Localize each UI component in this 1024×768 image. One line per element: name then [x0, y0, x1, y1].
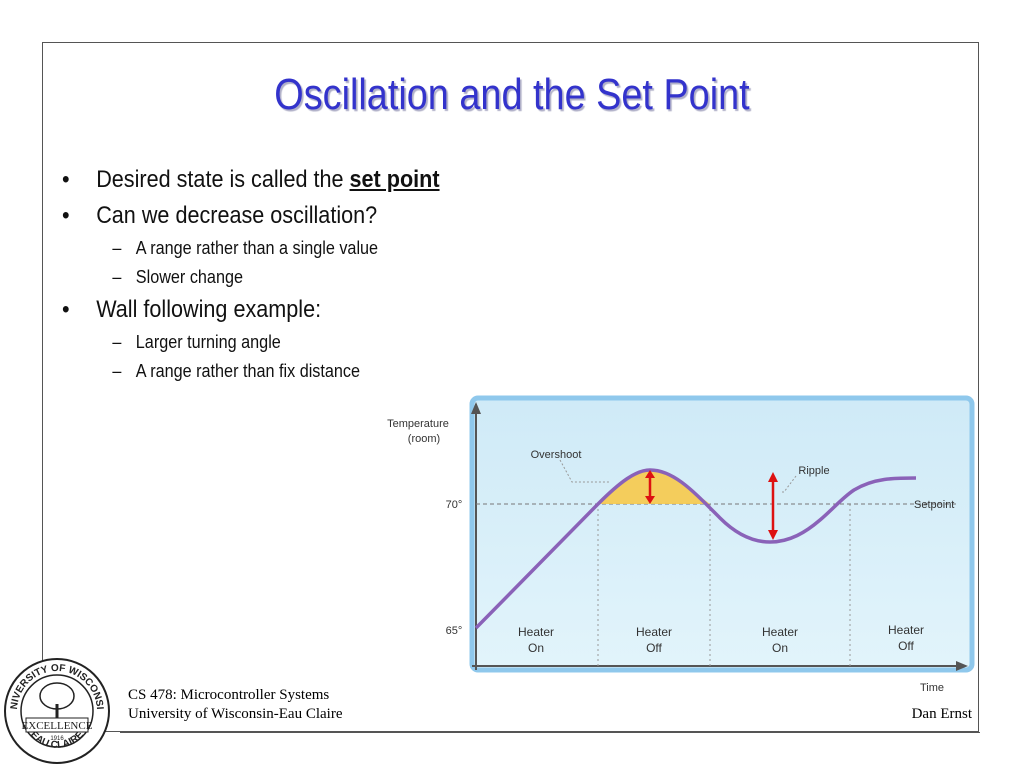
- x-axis-label: Time: [920, 682, 944, 694]
- ripple-leader: [780, 475, 797, 493]
- sub-bullet-item: – A range rather than fix distance: [62, 357, 602, 386]
- phase-label: Heater: [762, 625, 798, 639]
- phase-label: Off: [898, 639, 914, 653]
- sub-bullet-text: A range rather than a single value: [135, 238, 379, 258]
- phase-label: Heater: [518, 625, 554, 639]
- ripple-arrow-head: [768, 472, 778, 482]
- ripple-arrow-head: [768, 530, 778, 540]
- university-seal: UNIVERSITY OF WISCONSIN EAU CLAIRE EXCEL…: [2, 656, 110, 764]
- y-tick-label: 65°: [446, 625, 463, 637]
- slide-title: Oscillation and the Set Point: [274, 70, 750, 119]
- footer-divider: [120, 732, 980, 733]
- bullet-list: • Desired state is called the set point …: [62, 162, 662, 386]
- bullet-item: • Wall following example:: [62, 292, 602, 328]
- bullet-text: Wall following example:: [96, 296, 322, 323]
- dash-glyph: –: [112, 238, 122, 258]
- overshoot-label: Overshoot: [531, 449, 582, 461]
- y-axis-label: (room): [408, 433, 440, 445]
- sub-bullet-item: – A range rather than a single value: [62, 234, 602, 263]
- phase-label: Heater: [888, 623, 924, 637]
- sub-bullet-text: Slower change: [135, 267, 243, 287]
- sub-bullet-item: – Larger turning angle: [62, 328, 602, 357]
- bullet-text: Desired state is called the: [96, 166, 350, 193]
- ripple-label: Ripple: [798, 465, 829, 477]
- dash-glyph: –: [112, 332, 122, 352]
- overshoot-leader: [559, 459, 610, 483]
- thermostat-chart: Temperature (room) 70° 65° Setpoint Over…: [384, 392, 980, 702]
- phase-label: Heater: [636, 625, 672, 639]
- sub-bullet-text: A range rather than fix distance: [135, 361, 361, 381]
- footer-author: Dan Ernst: [911, 706, 972, 722]
- slide-frame: [42, 42, 979, 732]
- thermostat-chart-svg: Temperature (room) 70° 65° Setpoint Over…: [387, 395, 975, 694]
- footer-course-info: CS 478: Microcontroller Systems Universi…: [128, 686, 343, 724]
- overshoot-area: [598, 470, 710, 504]
- setpoint-label: Setpoint: [914, 499, 954, 511]
- footer-university: University of Wisconsin-Eau Claire: [128, 706, 343, 722]
- x-axis-arrow: [956, 661, 968, 671]
- y-tick-label: 70°: [446, 499, 463, 511]
- seal-banner: [25, 717, 89, 733]
- y-axis-arrow: [471, 402, 481, 414]
- phase-label: On: [528, 641, 544, 655]
- dash-glyph: –: [112, 361, 122, 381]
- bullet-glyph: •: [62, 296, 70, 323]
- seal-motto: EXCELLENCE: [22, 720, 93, 732]
- chart-panel: [469, 395, 975, 673]
- bullet-glyph: •: [62, 166, 70, 193]
- temperature-curve: [474, 468, 917, 630]
- bullet-item: • Desired state is called the set point: [62, 162, 602, 198]
- bullet-glyph: •: [62, 202, 70, 229]
- sub-bullet-item: – Slower change: [62, 263, 602, 292]
- y-axis-label: Temperature: [387, 418, 449, 430]
- overshoot-arrow-head: [645, 470, 655, 478]
- set-point-term: set point: [349, 166, 440, 193]
- phase-label: On: [772, 641, 788, 655]
- sub-bullet-text: Larger turning angle: [135, 332, 281, 352]
- seal-year: 1916: [50, 736, 64, 742]
- seal-inner-ring: [20, 674, 94, 748]
- footer-course-name: CS 478: Microcontroller Systems: [128, 687, 330, 703]
- bullet-text: Can we decrease oscillation?: [96, 202, 378, 229]
- overshoot-arrow-head: [645, 496, 655, 504]
- dash-glyph: –: [112, 267, 122, 287]
- bullet-item: • Can we decrease oscillation?: [62, 198, 602, 234]
- phase-label: Off: [646, 641, 662, 655]
